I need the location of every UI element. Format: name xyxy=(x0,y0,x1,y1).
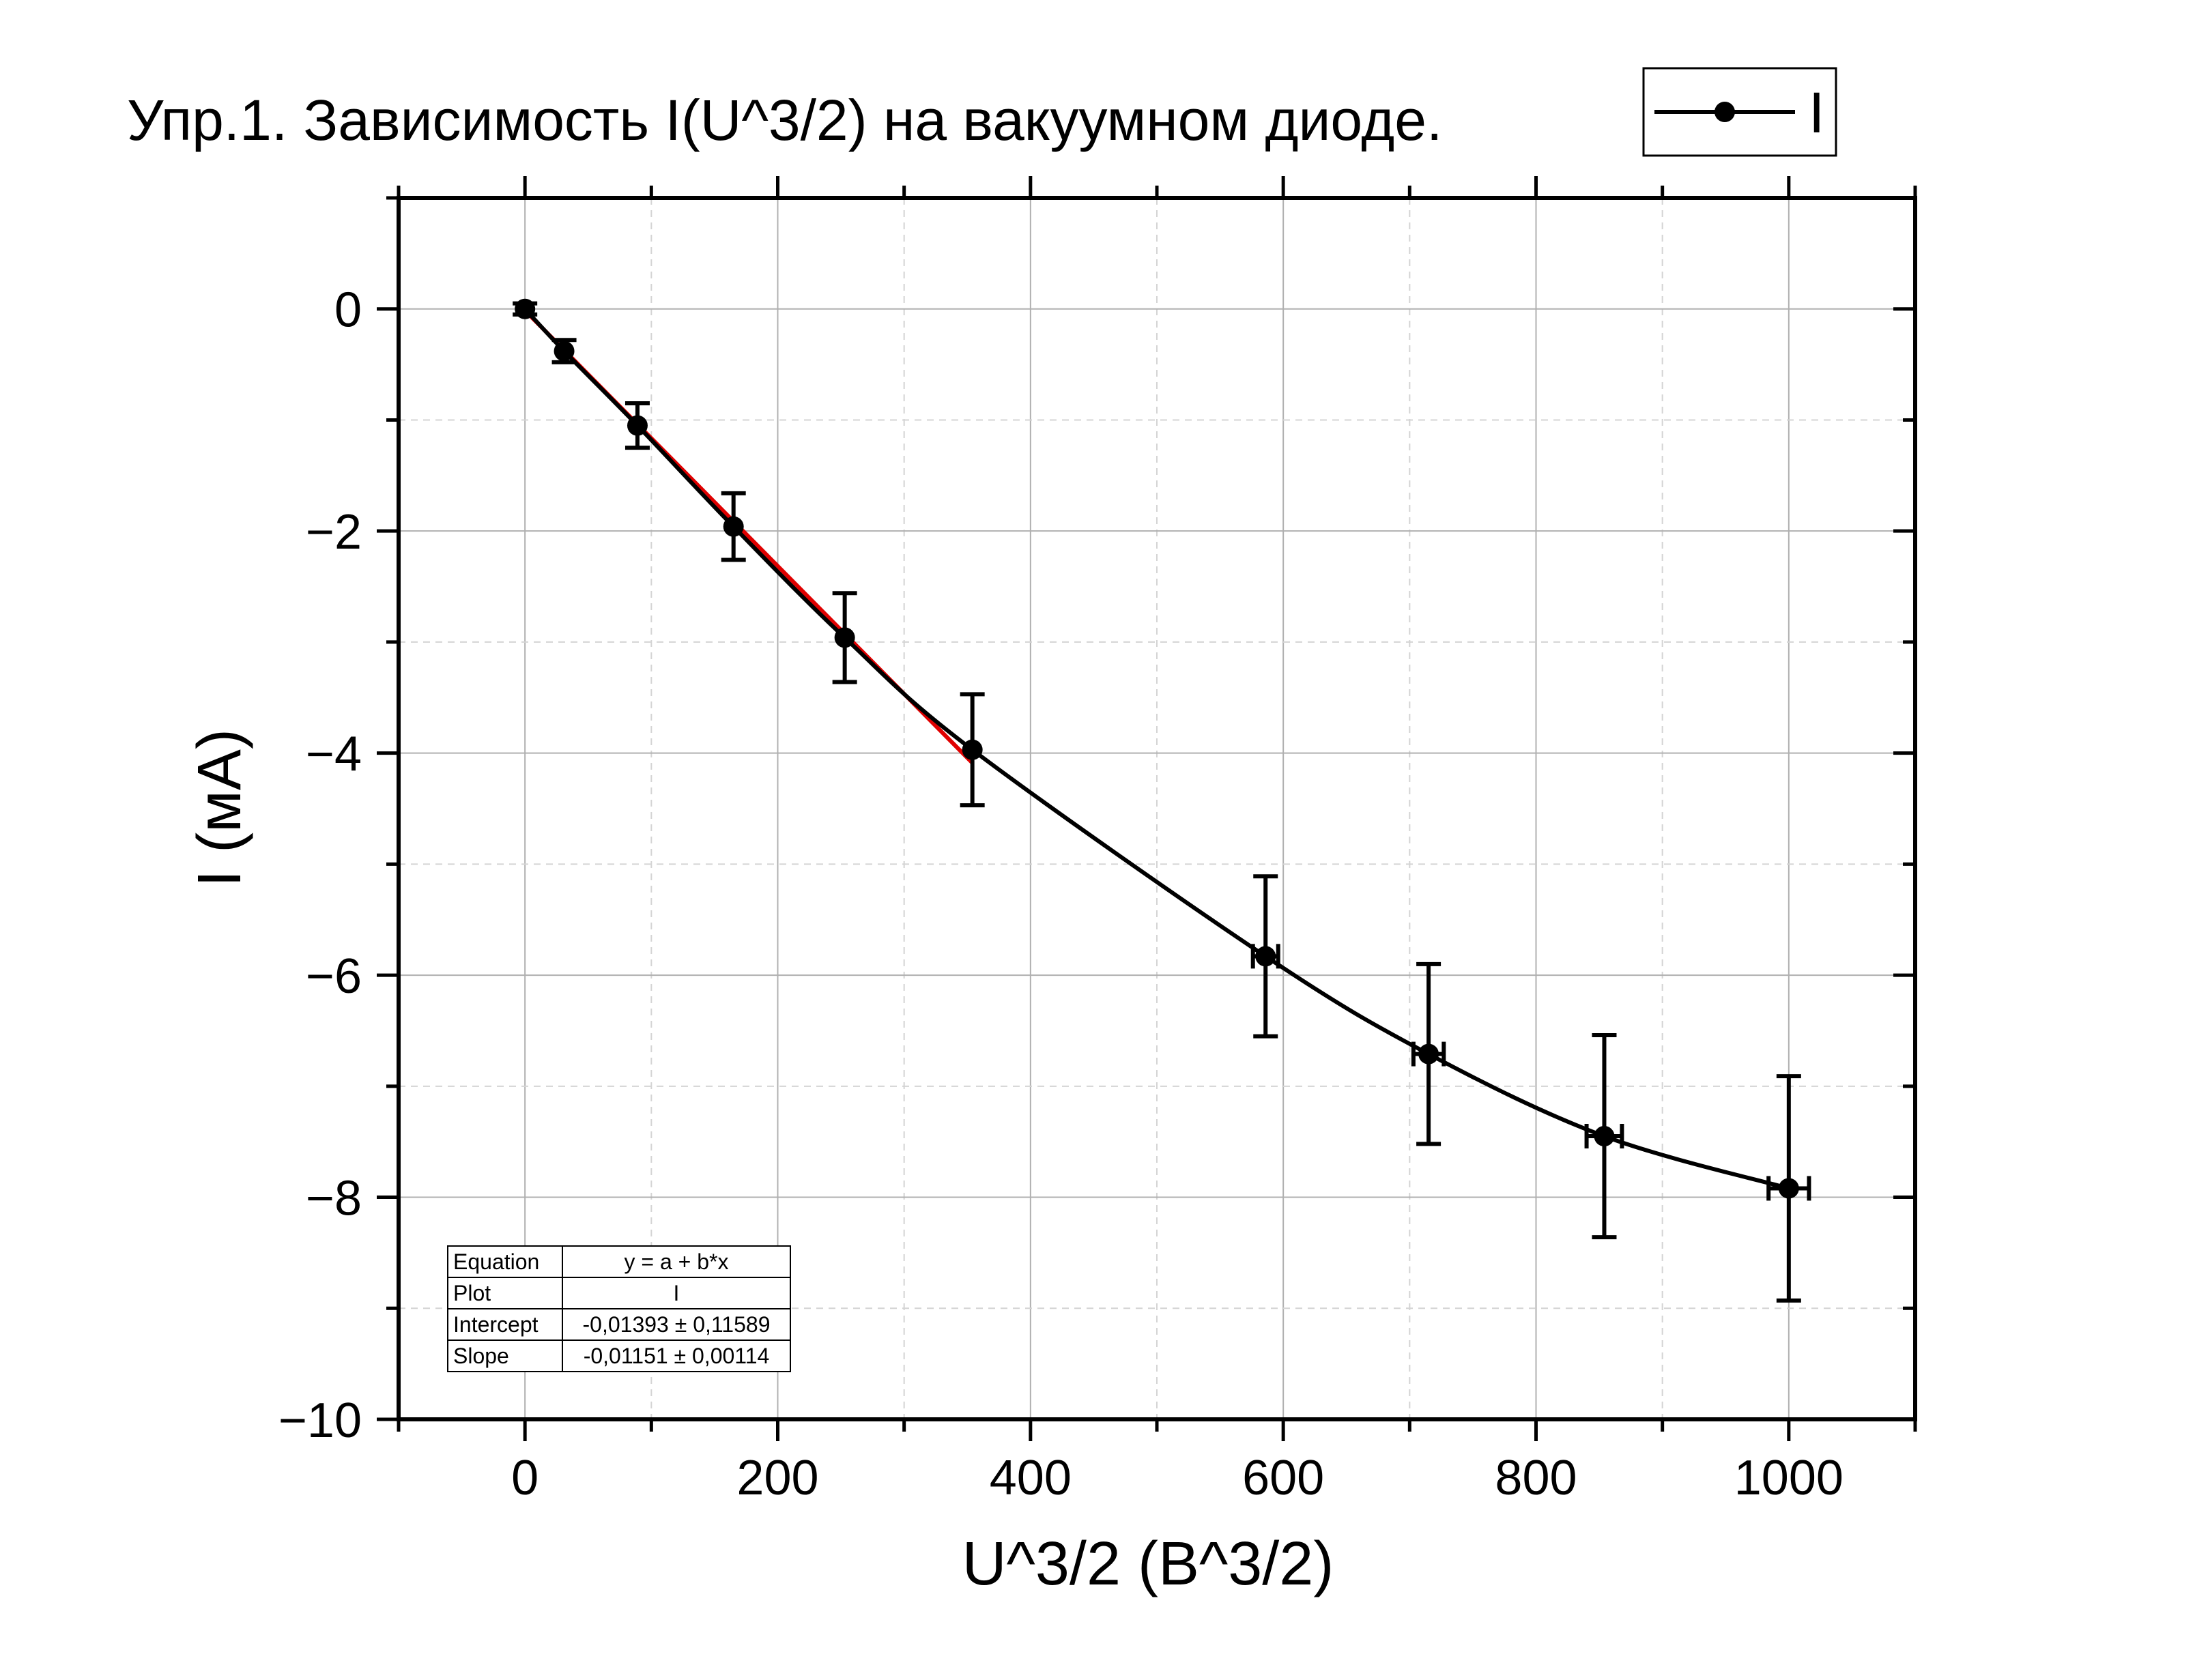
y-tick-label: 0 xyxy=(334,283,362,338)
y-tick-label: −4 xyxy=(306,727,362,782)
x-tick-label: 1000 xyxy=(1734,1451,1843,1505)
fit-table-value: -0,01393 ± 0,11589 xyxy=(583,1312,771,1337)
fit-table-label: Intercept xyxy=(453,1312,539,1337)
fit-table-value: y = a + b*x xyxy=(625,1249,729,1274)
x-tick-label: 200 xyxy=(736,1451,818,1505)
data-point xyxy=(962,739,983,760)
y-axis-label: I (мА) xyxy=(186,729,254,887)
y-tick-label: −2 xyxy=(306,505,362,560)
data-point xyxy=(627,415,648,436)
series-layer xyxy=(513,298,1811,1303)
x-tick-label: 800 xyxy=(1495,1451,1577,1505)
x-tick-label: 600 xyxy=(1242,1451,1324,1505)
series-i-line xyxy=(523,307,1790,1191)
legend-marker xyxy=(1715,102,1735,122)
data-point xyxy=(515,298,536,319)
x-tick-label: 400 xyxy=(990,1451,1072,1505)
fit-table-value: -0,01151 ± 0,00114 xyxy=(584,1344,770,1368)
data-point xyxy=(1418,1043,1439,1065)
data-point xyxy=(723,516,744,537)
fit-table-label: Equation xyxy=(453,1249,539,1274)
legend: I xyxy=(1642,67,1837,157)
fit-table-label: Plot xyxy=(453,1281,491,1305)
y-tick-label: −6 xyxy=(306,949,362,1004)
grid xyxy=(399,198,1915,1419)
y-tick-label: −10 xyxy=(278,1393,362,1448)
chart-title: Упр.1. Зависимость I(U^3/2) на вакуумном… xyxy=(127,88,1442,152)
fit-table-value: I xyxy=(674,1281,680,1305)
x-axis-label: U^3/2 (В^3/2) xyxy=(962,1530,1334,1598)
data-point xyxy=(1594,1126,1615,1147)
x-tick-label: 0 xyxy=(511,1451,539,1505)
data-point xyxy=(1255,946,1276,967)
data-point xyxy=(554,341,575,362)
y-tick-label: −8 xyxy=(306,1172,362,1226)
fit-table: Equation y = a + b*x Plot I Intercept -0,0139… xyxy=(447,1245,791,1372)
fit-table-label: Slope xyxy=(453,1344,509,1368)
data-point xyxy=(834,627,855,648)
data-point xyxy=(1778,1178,1799,1199)
axes: 0 200 400 600 800 1000 0 −2 −4 −6 −8 −10 xyxy=(278,176,1917,1505)
legend-label: I xyxy=(1809,81,1824,145)
